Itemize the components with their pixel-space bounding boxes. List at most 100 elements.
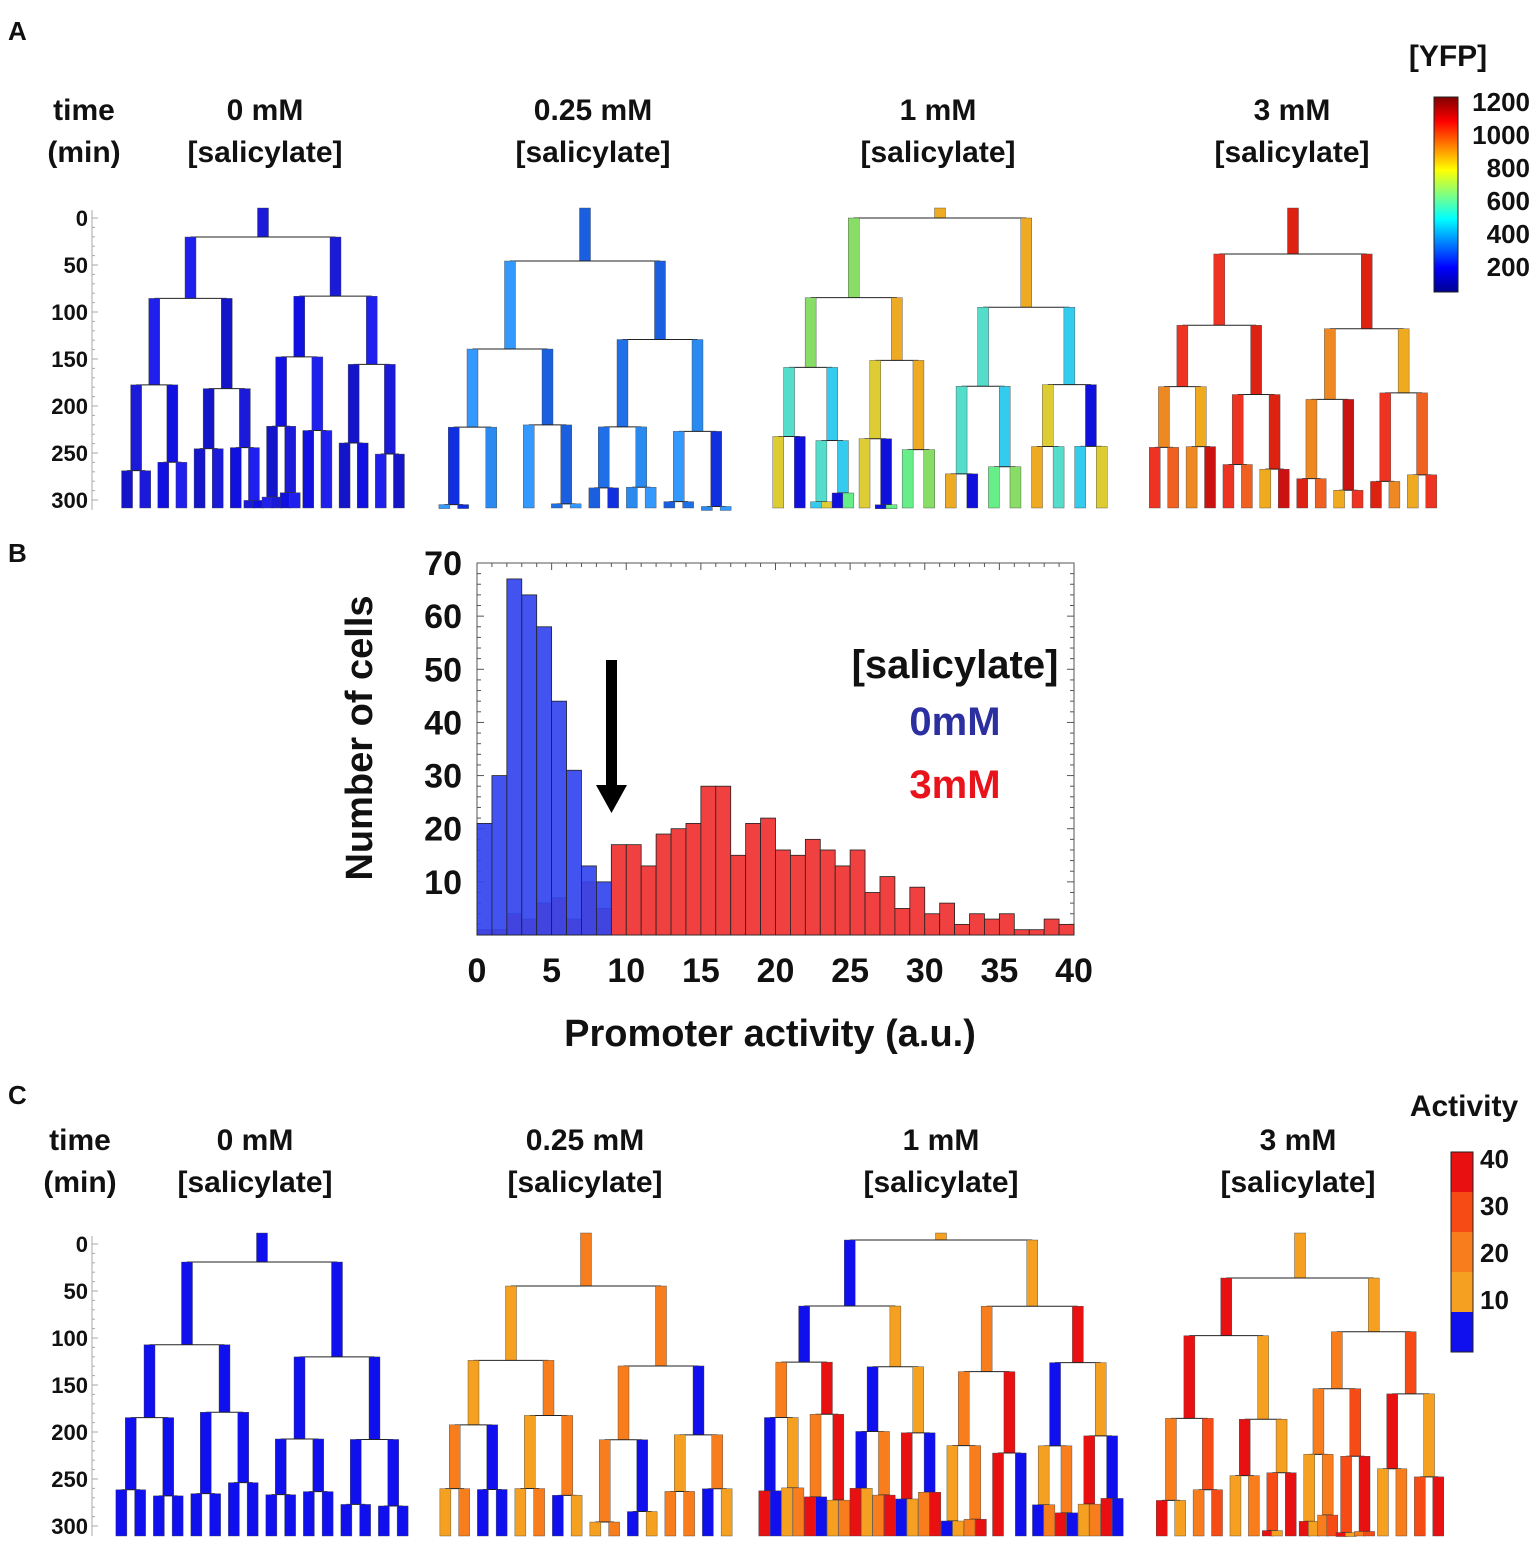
lineage-cell: [764, 1417, 776, 1492]
lineage-cell: [1100, 1498, 1113, 1537]
lineage-cell: [826, 367, 838, 441]
lineage-cell: [211, 448, 224, 509]
time-tick-label: 100: [51, 300, 88, 325]
lineage-cell: [934, 207, 946, 219]
lineage-cell: [134, 1489, 146, 1537]
lineage-cell: [781, 1487, 793, 1537]
lineage-cell: [1055, 1512, 1067, 1537]
yfp-colorbar-label: 600: [1487, 186, 1530, 216]
lineage-cell: [184, 236, 197, 299]
histogram-bar-3mM: [655, 833, 672, 936]
lineage-cell: [988, 466, 1000, 509]
lineage-cell: [1414, 1476, 1426, 1537]
lineage-cell: [312, 1438, 324, 1492]
lineage-cell: [692, 1365, 705, 1436]
lineage-cell: [284, 1494, 296, 1537]
lineage-cell: [1026, 1239, 1038, 1307]
lineage-cell: [1083, 1435, 1095, 1505]
activity-colorbar-label: 30: [1480, 1191, 1509, 1221]
lineage-cell: [121, 470, 133, 509]
lineage-cell: [1204, 446, 1216, 509]
y-tick-label: 20: [424, 811, 462, 849]
lineage-cell: [952, 1520, 964, 1537]
lineage-cell: [821, 1361, 833, 1415]
lineage-cell: [815, 1496, 827, 1537]
lineage-cell: [338, 442, 351, 509]
down-arrow-annotation: [596, 660, 627, 813]
lineage-cell: [1266, 1472, 1279, 1531]
histogram-bar-3mM: [969, 913, 985, 936]
histogram-bar-3mM: [640, 865, 657, 936]
panel-a-cond-3-conc: 3 mM: [1254, 94, 1331, 127]
lineage-cell: [579, 207, 591, 262]
lineage-cell: [1195, 386, 1207, 447]
lineage-cell: [1241, 464, 1253, 509]
lineage-cell: [1192, 1489, 1205, 1537]
histogram-bar-3mM: [1013, 929, 1030, 936]
lineage-cell: [691, 339, 704, 432]
lineage-cell: [1416, 392, 1428, 476]
histogram-bar-0mM: [476, 823, 493, 936]
lineage-cell: [923, 1432, 936, 1493]
histogram-bar-3mM: [954, 923, 970, 936]
lineage-cell: [1043, 1504, 1056, 1537]
lineage-cell: [467, 1360, 480, 1426]
lineage-cell: [1333, 490, 1345, 509]
panel-a-cond-1-conc: 0.25 mM: [534, 94, 652, 127]
lineage-cell: [1425, 474, 1437, 509]
yfp-colorbar-label: 400: [1487, 219, 1530, 249]
lineage-cell: [1248, 1475, 1260, 1537]
histogram-bar-3mM: [1058, 923, 1075, 936]
lineage-cell: [599, 1439, 611, 1523]
histogram-y-tick-labels: 10 20 30 40 50 60 70: [424, 545, 462, 902]
lineage-tree: [439, 1232, 733, 1537]
lineage-cell: [1386, 1393, 1398, 1469]
panel-a-cond-0-conc: 0 mM: [227, 94, 304, 127]
histogram-y-label: Number of cells: [339, 595, 381, 880]
activity-colorbar-labels: 40 30 20 10: [1480, 1144, 1509, 1315]
lineage-cell: [787, 1417, 799, 1489]
lineage-cell: [1397, 328, 1410, 394]
x-tick-label: 30: [906, 952, 944, 990]
histogram-bar-3mM: [939, 902, 955, 936]
lineage-cell: [616, 339, 629, 428]
lineage-cell: [246, 1482, 259, 1537]
lineage-cell: [162, 1417, 174, 1497]
yfp-colorbar-label: 800: [1487, 153, 1530, 183]
lineage-cell: [1089, 1503, 1101, 1537]
lineage-cell: [946, 1445, 959, 1522]
panel-a-letter: A: [8, 16, 27, 46]
lineage-cell: [1222, 464, 1235, 509]
histogram-bar-3mM: [849, 849, 866, 936]
histogram-bar-0mM: [506, 578, 523, 936]
histogram-series-0mm: [476, 578, 612, 936]
lineage-cell: [1370, 481, 1382, 509]
lineage-cell: [1165, 1418, 1177, 1501]
lineage-cell: [458, 1488, 470, 1537]
lineage-cell: [1363, 1531, 1375, 1537]
lineage-cell: [340, 1504, 353, 1537]
lineage-cell: [702, 1488, 714, 1537]
lineage-cell: [514, 1488, 527, 1537]
lineage-cell: [821, 501, 833, 509]
panel-c-letter: C: [8, 1080, 27, 1110]
lineage-cell: [1257, 1335, 1269, 1420]
x-tick-label: 40: [1055, 952, 1093, 990]
lineage-cell: [153, 1495, 165, 1537]
lineage-cell: [1296, 478, 1308, 509]
lineage-cell: [181, 1261, 193, 1345]
lineage-cell: [466, 348, 479, 428]
lineage-cell: [958, 1371, 970, 1446]
panel-c-time-axis: 0 50 100 150 200 250 300: [51, 1232, 98, 1539]
lineage-cell: [588, 487, 601, 509]
histogram: 0 5 10 15 20 25 30 35 40 10 20 30 40 50 60 70 Promoter…: [339, 545, 1093, 1055]
activity-colorbar: [1450, 1151, 1474, 1353]
lineage-cell: [293, 295, 305, 358]
lineage-cell: [552, 1495, 564, 1537]
panel-c-cond-2-unit: [salicylate]: [863, 1166, 1018, 1199]
lineage-cell: [664, 1491, 677, 1537]
panel-a-lineage-trees: [121, 207, 1437, 511]
lineage-cell: [1275, 1419, 1288, 1473]
lineage-cell: [969, 1445, 981, 1520]
